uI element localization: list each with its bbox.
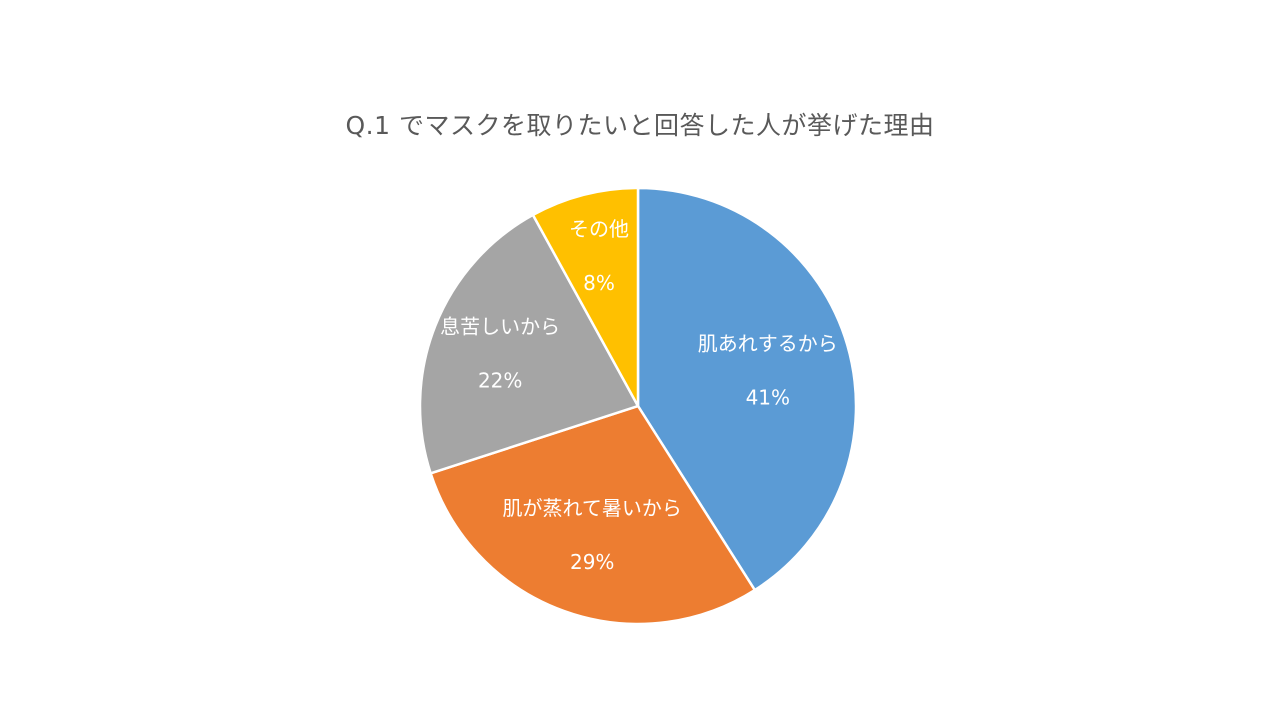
pie-slice-hard-to-breathe [418,213,640,475]
slice-percent-stuffy-hot: 29% [570,550,614,574]
slice-percent-skin-irritation: 41% [746,385,790,409]
pie-slice-stuffy-hot [429,404,757,626]
pie-slices [418,186,858,626]
pie-labels: 肌あれするから 41% 肌が蒸れて暑いから 29% 息苦しいから 22% その他 8% [440,217,838,574]
slice-label-hard-to-breathe: 息苦しいから [440,314,560,338]
slice-percent-other: 8% [583,271,615,295]
slice-label-skin-irritation: 肌あれするから [698,331,838,355]
chart-title: Q.1 でマスクを取りたいと回答した人が挙げた理由 [345,111,935,140]
slice-label-other: その他 [569,217,629,241]
slice-percent-hard-to-breathe: 22% [478,368,522,392]
slice-label-stuffy-hot: 肌が蒸れて暑いから [503,496,682,520]
pie-slice-other [531,186,640,408]
